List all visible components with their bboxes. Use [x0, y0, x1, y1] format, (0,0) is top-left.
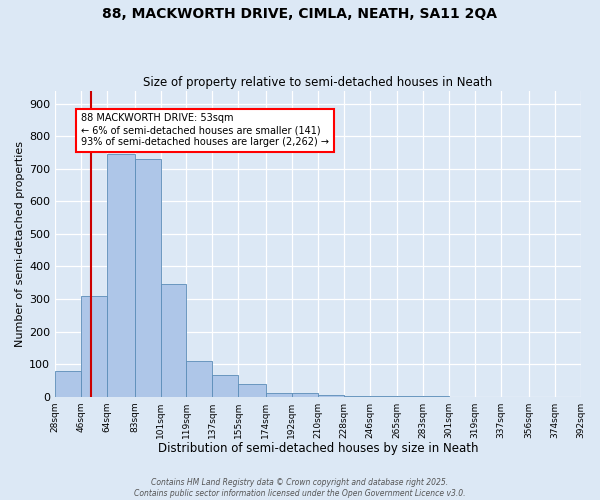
Text: 88, MACKWORTH DRIVE, CIMLA, NEATH, SA11 2QA: 88, MACKWORTH DRIVE, CIMLA, NEATH, SA11 …: [103, 8, 497, 22]
Text: Contains HM Land Registry data © Crown copyright and database right 2025.
Contai: Contains HM Land Registry data © Crown c…: [134, 478, 466, 498]
Bar: [81, 296, 107, 396]
X-axis label: Distribution of semi-detached houses by size in Neath: Distribution of semi-detached houses by …: [158, 442, 478, 455]
Bar: [238, 384, 266, 396]
Bar: [55, 370, 81, 396]
Bar: [107, 154, 134, 396]
Bar: [266, 392, 292, 396]
Bar: [212, 376, 238, 396]
Bar: [187, 361, 212, 396]
Bar: [292, 394, 318, 396]
Bar: [318, 395, 344, 396]
Title: Size of property relative to semi-detached houses in Neath: Size of property relative to semi-detach…: [143, 76, 493, 90]
Text: 88 MACKWORTH DRIVE: 53sqm
← 6% of semi-detached houses are smaller (141)
93% of : 88 MACKWORTH DRIVE: 53sqm ← 6% of semi-d…: [81, 114, 329, 146]
Bar: [134, 159, 161, 396]
Bar: [161, 284, 187, 397]
Y-axis label: Number of semi-detached properties: Number of semi-detached properties: [15, 140, 25, 346]
